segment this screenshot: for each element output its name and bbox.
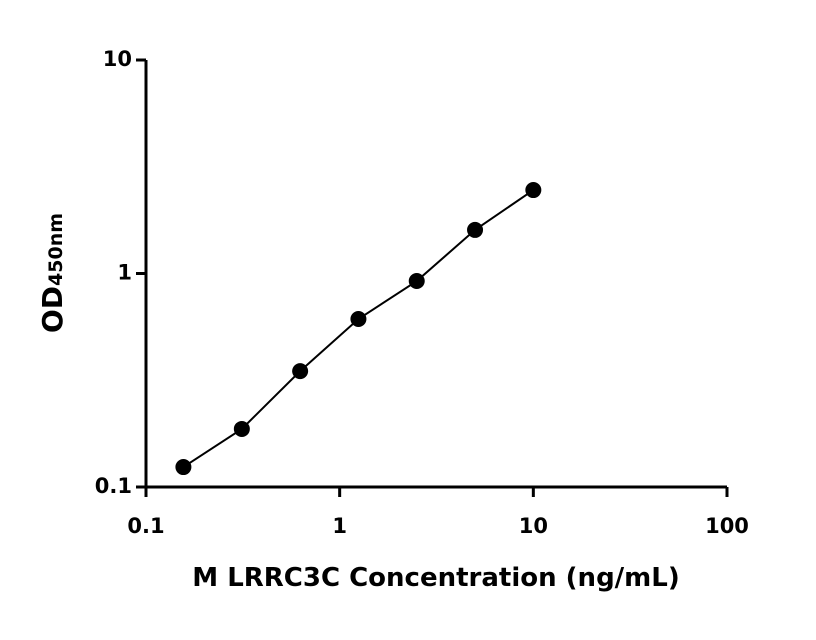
y-label-main: OD bbox=[36, 286, 69, 333]
data-point bbox=[467, 221, 484, 238]
y-axis-label: OD450nm bbox=[36, 213, 69, 333]
data-point bbox=[350, 311, 367, 328]
x-tick-label: 0.1 bbox=[127, 514, 164, 538]
data-point bbox=[175, 459, 192, 476]
x-axis-label: M LRRC3C Concentration (ng/mL) bbox=[192, 563, 679, 593]
data-point bbox=[408, 273, 425, 290]
x-tick-label: 100 bbox=[705, 514, 749, 538]
y-tick-label: 1 bbox=[117, 261, 132, 285]
data-point bbox=[292, 363, 309, 380]
data-point bbox=[525, 182, 542, 199]
x-tick-label: 10 bbox=[519, 514, 548, 538]
y-label-subscript: 450nm bbox=[45, 213, 67, 286]
data-point bbox=[233, 420, 250, 437]
y-tick-label: 10 bbox=[103, 47, 132, 71]
x-tick-label: 1 bbox=[332, 514, 347, 538]
y-tick-label: 0.1 bbox=[95, 474, 132, 498]
